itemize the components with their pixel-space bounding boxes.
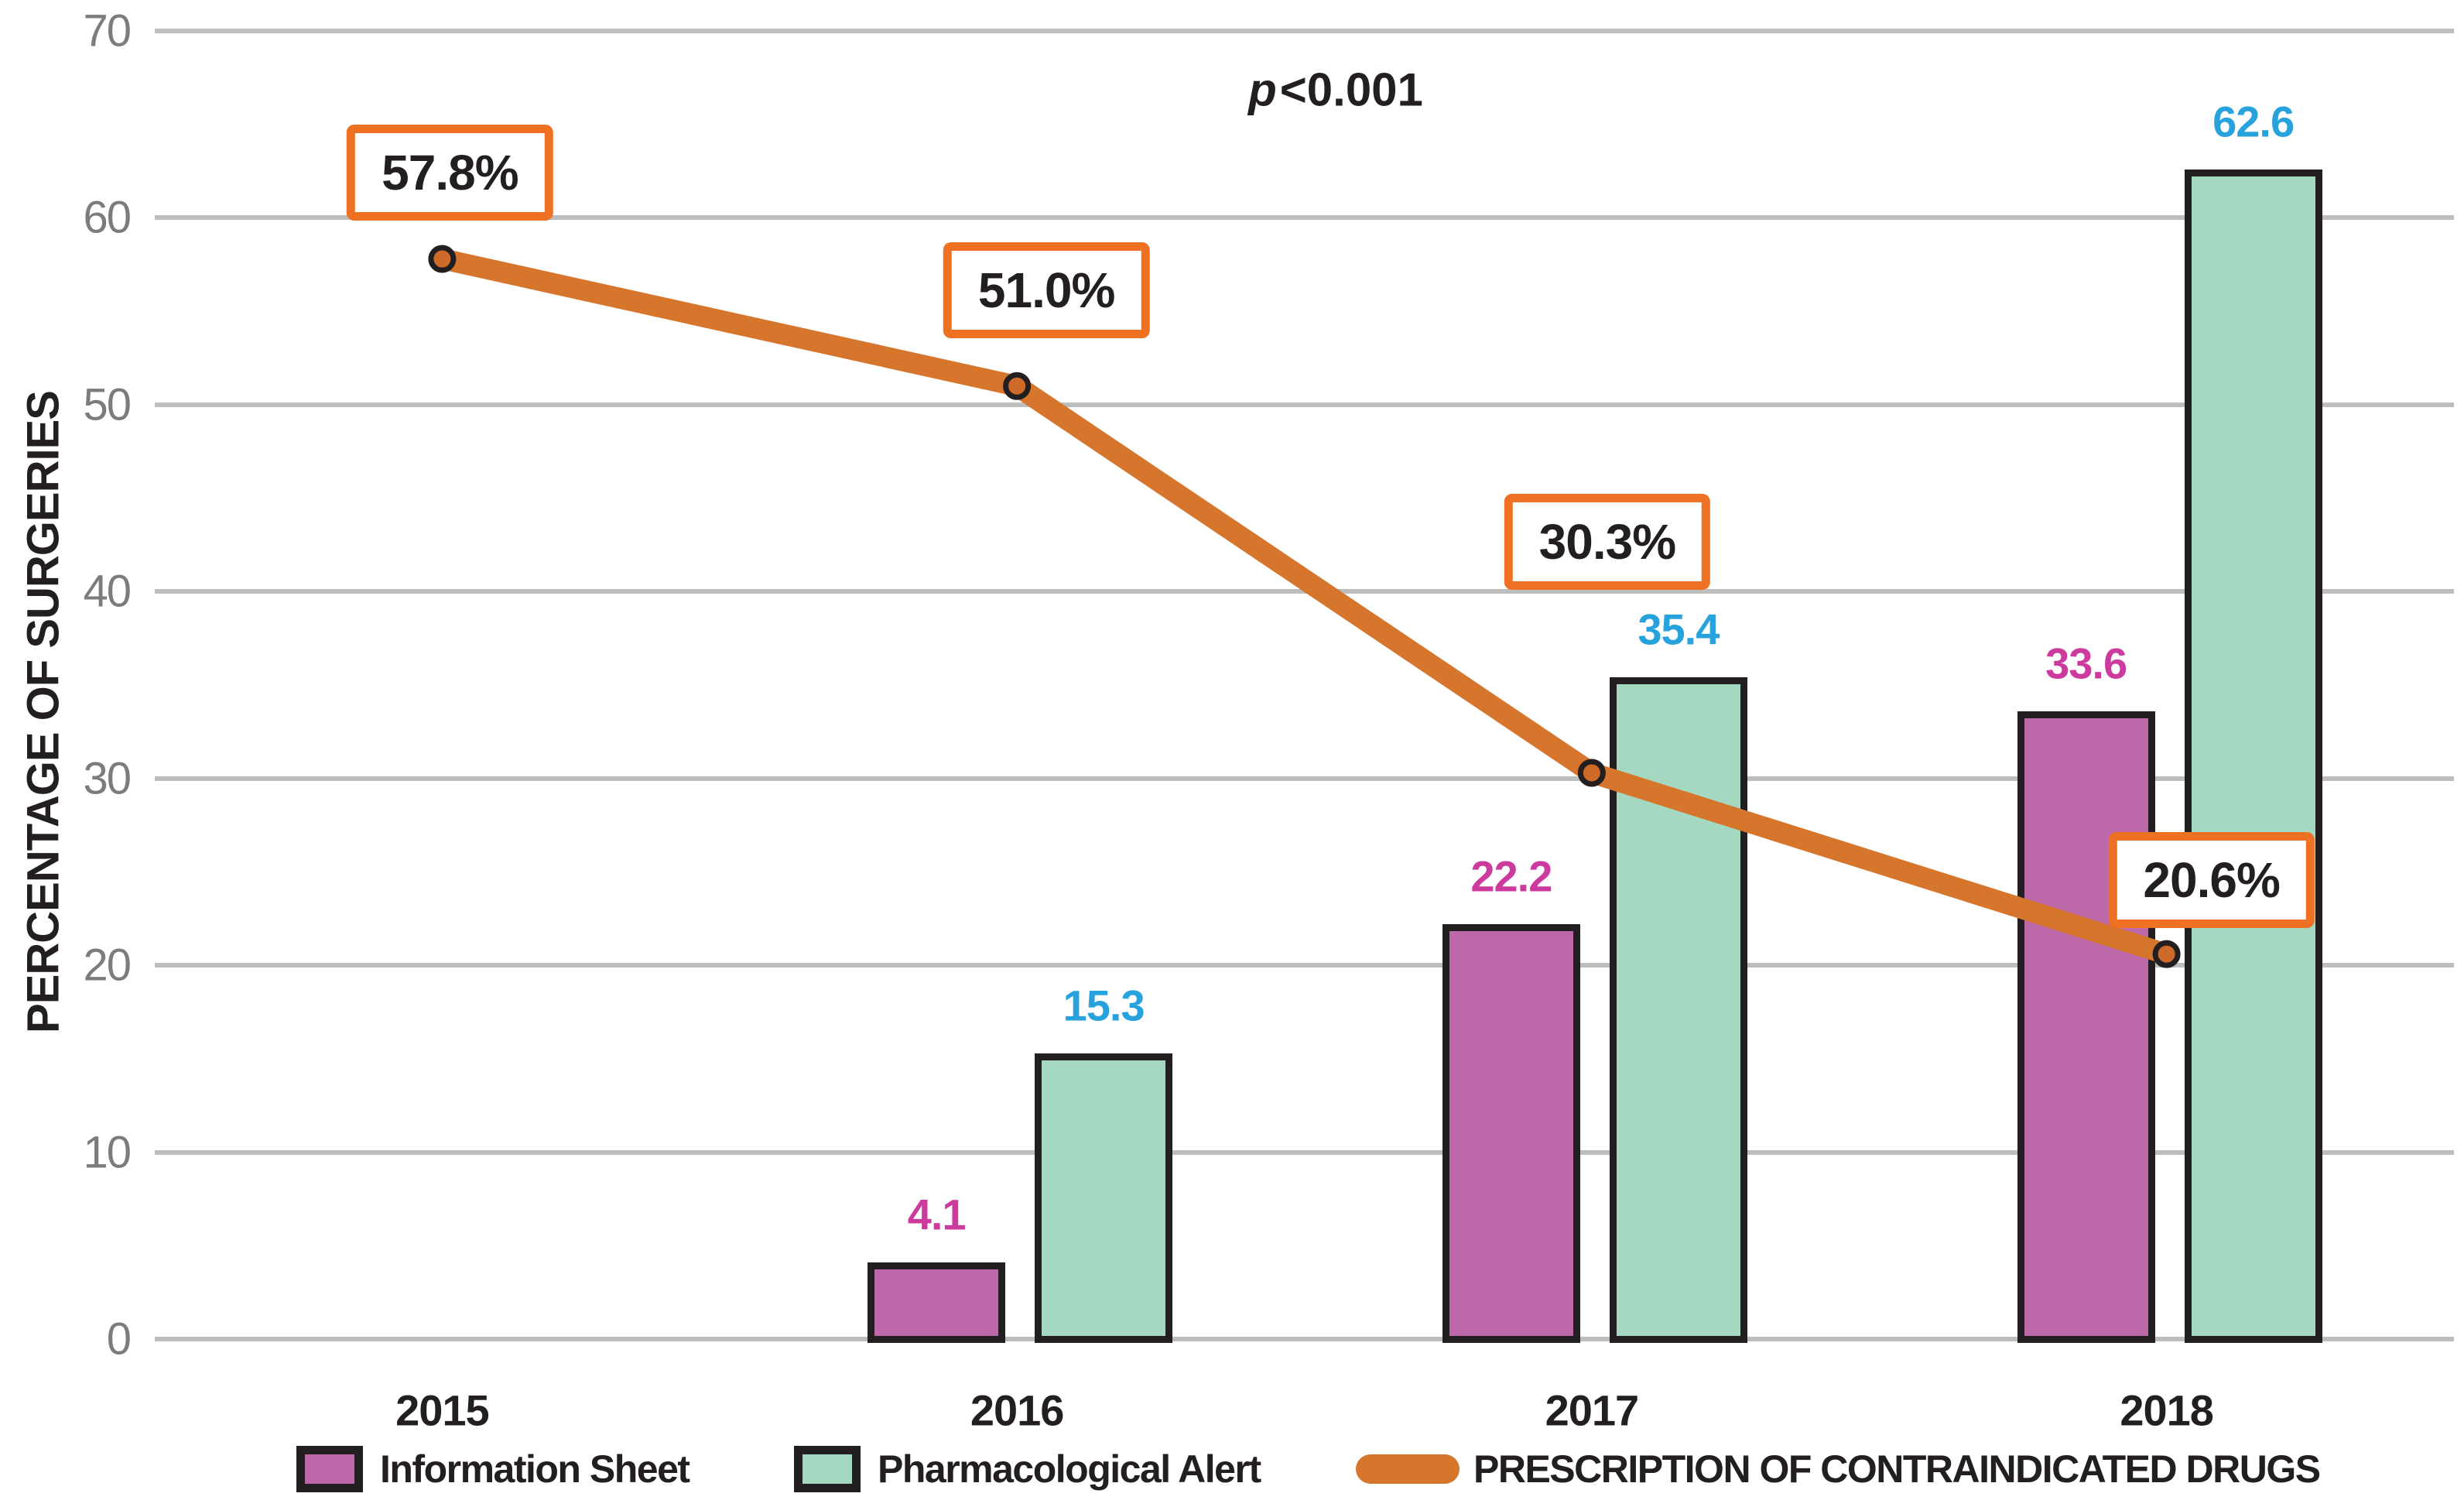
y-tick-70: 70 [83, 5, 132, 57]
bar-value-label-2016-pharmacological-alert: 15.3 [1063, 981, 1145, 1030]
callout-2017: 30.3% [1504, 494, 1711, 591]
x-tick-2015: 2015 [395, 1385, 490, 1435]
gridline-70 [155, 29, 2454, 33]
p-value-annotation: p<0.001 [1248, 63, 1423, 117]
legend-label-prescription-line: PRESCRIPTION OF CONTRAINDICATED DRUGS [1473, 1447, 2321, 1491]
bar-pharmacological-alert-2017 [1609, 677, 1747, 1343]
x-tick-2017: 2017 [1545, 1385, 1640, 1435]
y-tick-50: 50 [83, 379, 132, 430]
y-tick-20: 20 [83, 940, 132, 991]
bar-pharmacological-alert-2016 [1035, 1053, 1173, 1343]
prescription-line-swatch [1356, 1454, 1460, 1484]
line-marker-2018 [2152, 940, 2181, 968]
legend-item-information-sheet: Information Sheet [296, 1438, 690, 1500]
bar-information-sheet-2016 [868, 1262, 1006, 1343]
x-tick-2016: 2016 [970, 1385, 1065, 1435]
gridline-50 [155, 402, 2454, 407]
y-tick-40: 40 [83, 566, 132, 617]
gridline-20 [155, 963, 2454, 968]
prescription-line-path [431, 248, 2178, 965]
y-tick-60: 60 [83, 192, 132, 243]
y-tick-0: 0 [106, 1313, 132, 1365]
callout-2016: 51.0% [943, 241, 1150, 338]
pharmacological-alert-swatch [794, 1446, 861, 1492]
line-marker-2016 [1003, 372, 1032, 400]
legend-item-prescription-line: PRESCRIPTION OF CONTRAINDICATED DRUGS [1356, 1438, 2321, 1500]
bar-value-label-2018-pharmacological-alert: 62.6 [2212, 97, 2295, 146]
gridline-40 [155, 589, 2454, 594]
x-tick-2018: 2018 [2120, 1385, 2214, 1435]
bar-value-label-2018-information-sheet: 33.6 [2045, 639, 2127, 688]
gridline-0 [155, 1337, 2454, 1341]
gridline-10 [155, 1149, 2454, 1155]
legend-item-pharmacological-alert: Pharmacological Alert [794, 1438, 1261, 1500]
legend: Information Sheet Pharmacological Alert … [0, 1438, 2464, 1500]
callout-2015: 57.8% [347, 124, 553, 221]
bar-value-label-2017-pharmacological-alert: 35.4 [1638, 605, 1720, 654]
y-tick-30: 30 [83, 753, 132, 804]
y-tick-10: 10 [83, 1127, 132, 1178]
bar-value-label-2017-information-sheet: 22.2 [1470, 851, 1552, 901]
p-value-text: <0.001 [1279, 63, 1423, 116]
information-sheet-swatch [296, 1446, 363, 1492]
callout-2018: 20.6% [2108, 831, 2315, 928]
gridline-60 [155, 215, 2454, 221]
bar-information-sheet-2018 [2017, 711, 2155, 1343]
bar-value-label-2016-information-sheet: 4.1 [907, 1190, 967, 1239]
line-marker-2015 [428, 245, 457, 273]
legend-label-information-sheet: Information Sheet [380, 1447, 690, 1491]
bar-information-sheet-2017 [1442, 924, 1580, 1343]
legend-label-pharmacological-alert: Pharmacological Alert [878, 1447, 1261, 1491]
bar-pharmacological-alert-2018 [2184, 169, 2322, 1343]
p-value-symbol: p [1248, 63, 1277, 116]
